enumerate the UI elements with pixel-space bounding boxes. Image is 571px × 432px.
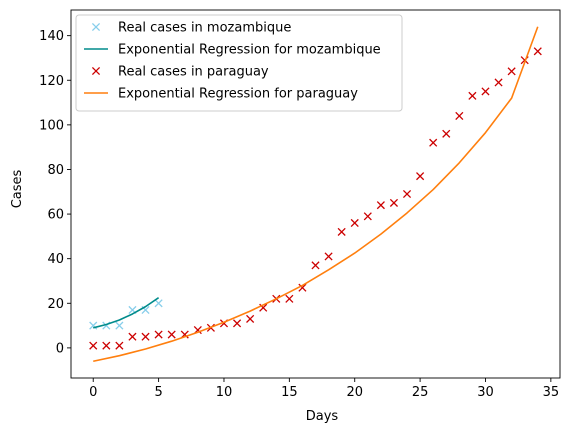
data-point-real-cases-in-paraguay-1 bbox=[102, 341, 111, 350]
data-point-real-cases-in-paraguay-2 bbox=[115, 341, 124, 350]
x-tick-label: 35 bbox=[543, 385, 560, 400]
x-tick-label: 20 bbox=[346, 385, 363, 400]
data-point-real-cases-in-paraguay-21 bbox=[363, 212, 372, 221]
y-tick-label: 80 bbox=[47, 163, 64, 178]
marker-stroke bbox=[311, 261, 320, 270]
marker-stroke bbox=[298, 283, 307, 292]
x-tick-label: 30 bbox=[477, 385, 494, 400]
legend-label-exponential-regression-for-mozambique: Exponential Regression for mozambique bbox=[118, 43, 381, 58]
x-tick-label: 5 bbox=[154, 385, 162, 400]
marker-stroke bbox=[376, 201, 385, 210]
marker-stroke bbox=[416, 172, 425, 181]
marker-stroke bbox=[429, 138, 438, 147]
data-point-real-cases-in-paraguay-22 bbox=[376, 201, 385, 210]
marker-stroke bbox=[402, 189, 412, 199]
data-point-real-cases-in-paraguay-4 bbox=[141, 332, 150, 341]
data-point-real-cases-in-paraguay-17 bbox=[311, 261, 320, 270]
x-tick-label: 10 bbox=[216, 385, 233, 400]
marker-stroke bbox=[259, 303, 268, 312]
x-tick-label: 25 bbox=[412, 385, 429, 400]
marker-stroke bbox=[246, 314, 255, 323]
marker-stroke bbox=[363, 212, 372, 221]
y-tick-label: 40 bbox=[47, 252, 64, 267]
marker-stroke bbox=[141, 305, 150, 315]
data-point-real-cases-in-paraguay-11 bbox=[232, 319, 242, 328]
marker-stroke bbox=[481, 87, 490, 96]
marker-stroke bbox=[128, 332, 137, 341]
data-point-real-cases-in-paraguay-3 bbox=[128, 332, 137, 341]
x-tick-label: 15 bbox=[281, 385, 298, 400]
y-tick-label: 100 bbox=[39, 118, 64, 133]
data-point-real-cases-in-paraguay-15 bbox=[285, 294, 294, 303]
legend: Real cases in mozambique Exponential Regr… bbox=[75, 14, 403, 112]
marker-stroke bbox=[89, 321, 98, 330]
legend-label-exponential-regression-for-paraguay: Exponential Regression for paraguay bbox=[118, 87, 358, 102]
data-point-real-cases-in-paraguay-29 bbox=[468, 91, 477, 100]
plot-area bbox=[89, 26, 542, 363]
marker-stroke bbox=[389, 198, 399, 207]
series-line-exponential-regression-for-mozambique bbox=[93, 297, 160, 329]
legend-box bbox=[75, 14, 403, 112]
marker-stroke bbox=[115, 321, 124, 330]
data-point-real-cases-in-paraguay-26 bbox=[429, 138, 438, 147]
data-point-real-cases-in-mozambique-5 bbox=[154, 299, 163, 308]
marker-stroke bbox=[442, 129, 451, 138]
marker-stroke bbox=[167, 330, 176, 339]
y-axis-label: Cases bbox=[10, 169, 25, 208]
legend-label-real-cases-in-mozambique: Real cases in mozambique bbox=[118, 21, 291, 36]
marker-stroke bbox=[102, 341, 111, 350]
data-point-real-cases-in-mozambique-2 bbox=[115, 321, 124, 330]
marker-stroke bbox=[455, 111, 464, 120]
y-tick-label: 0 bbox=[56, 341, 64, 356]
legend-swatch-real-cases-in-mozambique bbox=[91, 22, 101, 32]
marker-stroke bbox=[91, 22, 101, 32]
data-point-real-cases-in-paraguay-16 bbox=[298, 283, 307, 292]
axes-frame bbox=[70, 9, 561, 379]
y-tick-label: 60 bbox=[47, 208, 64, 223]
marker-stroke bbox=[468, 91, 477, 100]
data-point-real-cases-in-paraguay-34 bbox=[533, 47, 542, 56]
data-point-real-cases-in-paraguay-20 bbox=[350, 218, 359, 228]
data-point-real-cases-in-paraguay-24 bbox=[402, 189, 412, 199]
data-point-real-cases-in-paraguay-23 bbox=[389, 198, 399, 207]
marker-stroke bbox=[533, 47, 542, 56]
series-line-exponential-regression-for-paraguay bbox=[93, 26, 539, 363]
marker-stroke bbox=[324, 252, 333, 261]
y-tick-label: 20 bbox=[47, 297, 64, 312]
marker-stroke bbox=[285, 294, 294, 303]
data-point-real-cases-in-paraguay-5 bbox=[154, 330, 163, 339]
data-point-real-cases-in-paraguay-31 bbox=[494, 78, 503, 87]
legend-label-real-cases-in-paraguay: Real cases in paraguay bbox=[118, 65, 269, 80]
data-point-real-cases-in-paraguay-32 bbox=[507, 67, 516, 76]
axes: 0 5 10 15 20 25 30 35 0 20 40 60 80 100 120 140 bbox=[39, 9, 561, 400]
data-point-real-cases-in-paraguay-25 bbox=[416, 172, 425, 181]
data-point-real-cases-in-paraguay-28 bbox=[455, 111, 464, 120]
data-point-real-cases-in-paraguay-18 bbox=[324, 252, 333, 261]
marker-stroke bbox=[337, 227, 346, 236]
data-point-real-cases-in-paraguay-27 bbox=[442, 129, 451, 138]
marker-stroke bbox=[141, 332, 150, 341]
legend-swatch-real-cases-in-paraguay bbox=[91, 66, 101, 76]
marker-stroke bbox=[494, 78, 503, 87]
marker-stroke bbox=[350, 218, 359, 228]
marker-stroke bbox=[91, 66, 101, 76]
data-point-real-cases-in-paraguay-12 bbox=[246, 314, 255, 323]
data-point-real-cases-in-paraguay-30 bbox=[481, 87, 490, 96]
marker-stroke bbox=[154, 330, 163, 339]
marker-stroke bbox=[232, 319, 242, 328]
x-axis-label: Days bbox=[306, 409, 339, 424]
y-tick-label: 140 bbox=[39, 29, 64, 44]
marker-stroke bbox=[89, 341, 98, 350]
data-point-real-cases-in-paraguay-6 bbox=[167, 330, 176, 339]
marker-stroke bbox=[154, 299, 163, 308]
data-point-real-cases-in-paraguay-19 bbox=[337, 227, 346, 236]
marker-stroke bbox=[115, 341, 124, 350]
x-tick-label: 0 bbox=[89, 385, 97, 400]
y-tick-label: 120 bbox=[39, 74, 64, 89]
marker-stroke bbox=[128, 305, 137, 315]
marker-stroke bbox=[507, 67, 516, 76]
data-point-real-cases-in-paraguay-0 bbox=[89, 341, 98, 350]
